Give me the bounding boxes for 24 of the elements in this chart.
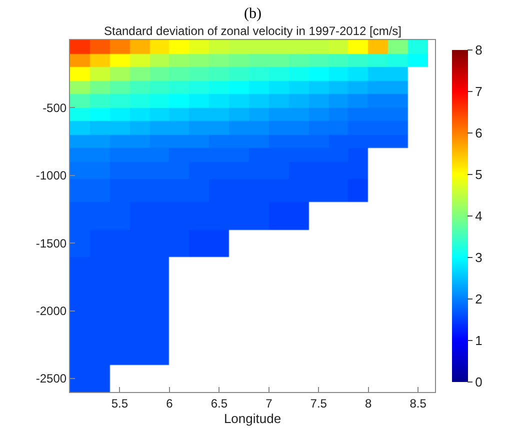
color-bar-label: 4 <box>475 208 482 224</box>
color-bar-label: 6 <box>475 126 482 141</box>
color-bar-label: 3 <box>475 250 482 266</box>
y-tick-label: -2000 <box>36 304 67 318</box>
y-tick-label: -500 <box>42 100 67 115</box>
y-tick-label: -2500 <box>36 372 67 386</box>
x-tick-label: 7.5 <box>310 396 328 410</box>
x-tick-label: 5.5 <box>111 396 128 410</box>
y-tick-label: -1000 <box>36 168 67 183</box>
color-bar-label: 5 <box>475 167 482 182</box>
color-bar-label: 7 <box>475 84 482 100</box>
x-tick-label: 8.5 <box>410 396 427 410</box>
x-tick-label: 8 <box>365 396 372 410</box>
color-bar-label: 1 <box>475 333 482 348</box>
color-bar-label: 2 <box>475 292 482 307</box>
x-axis-title: Longitude <box>224 411 282 426</box>
x-tick-label: 6 <box>166 396 174 410</box>
x-tick-label: 6.5 <box>210 396 228 410</box>
y-tick-label: -1500 <box>36 236 67 250</box>
color-bar-label: 0 <box>475 374 482 390</box>
text: (b) <box>244 6 262 22</box>
x-tick-label: 7 <box>266 396 273 410</box>
color-bar-label: 8 <box>475 42 482 58</box>
chart-title: Standard deviation of zonal velocity in 1997-2012 [cm/s] <box>104 24 402 38</box>
